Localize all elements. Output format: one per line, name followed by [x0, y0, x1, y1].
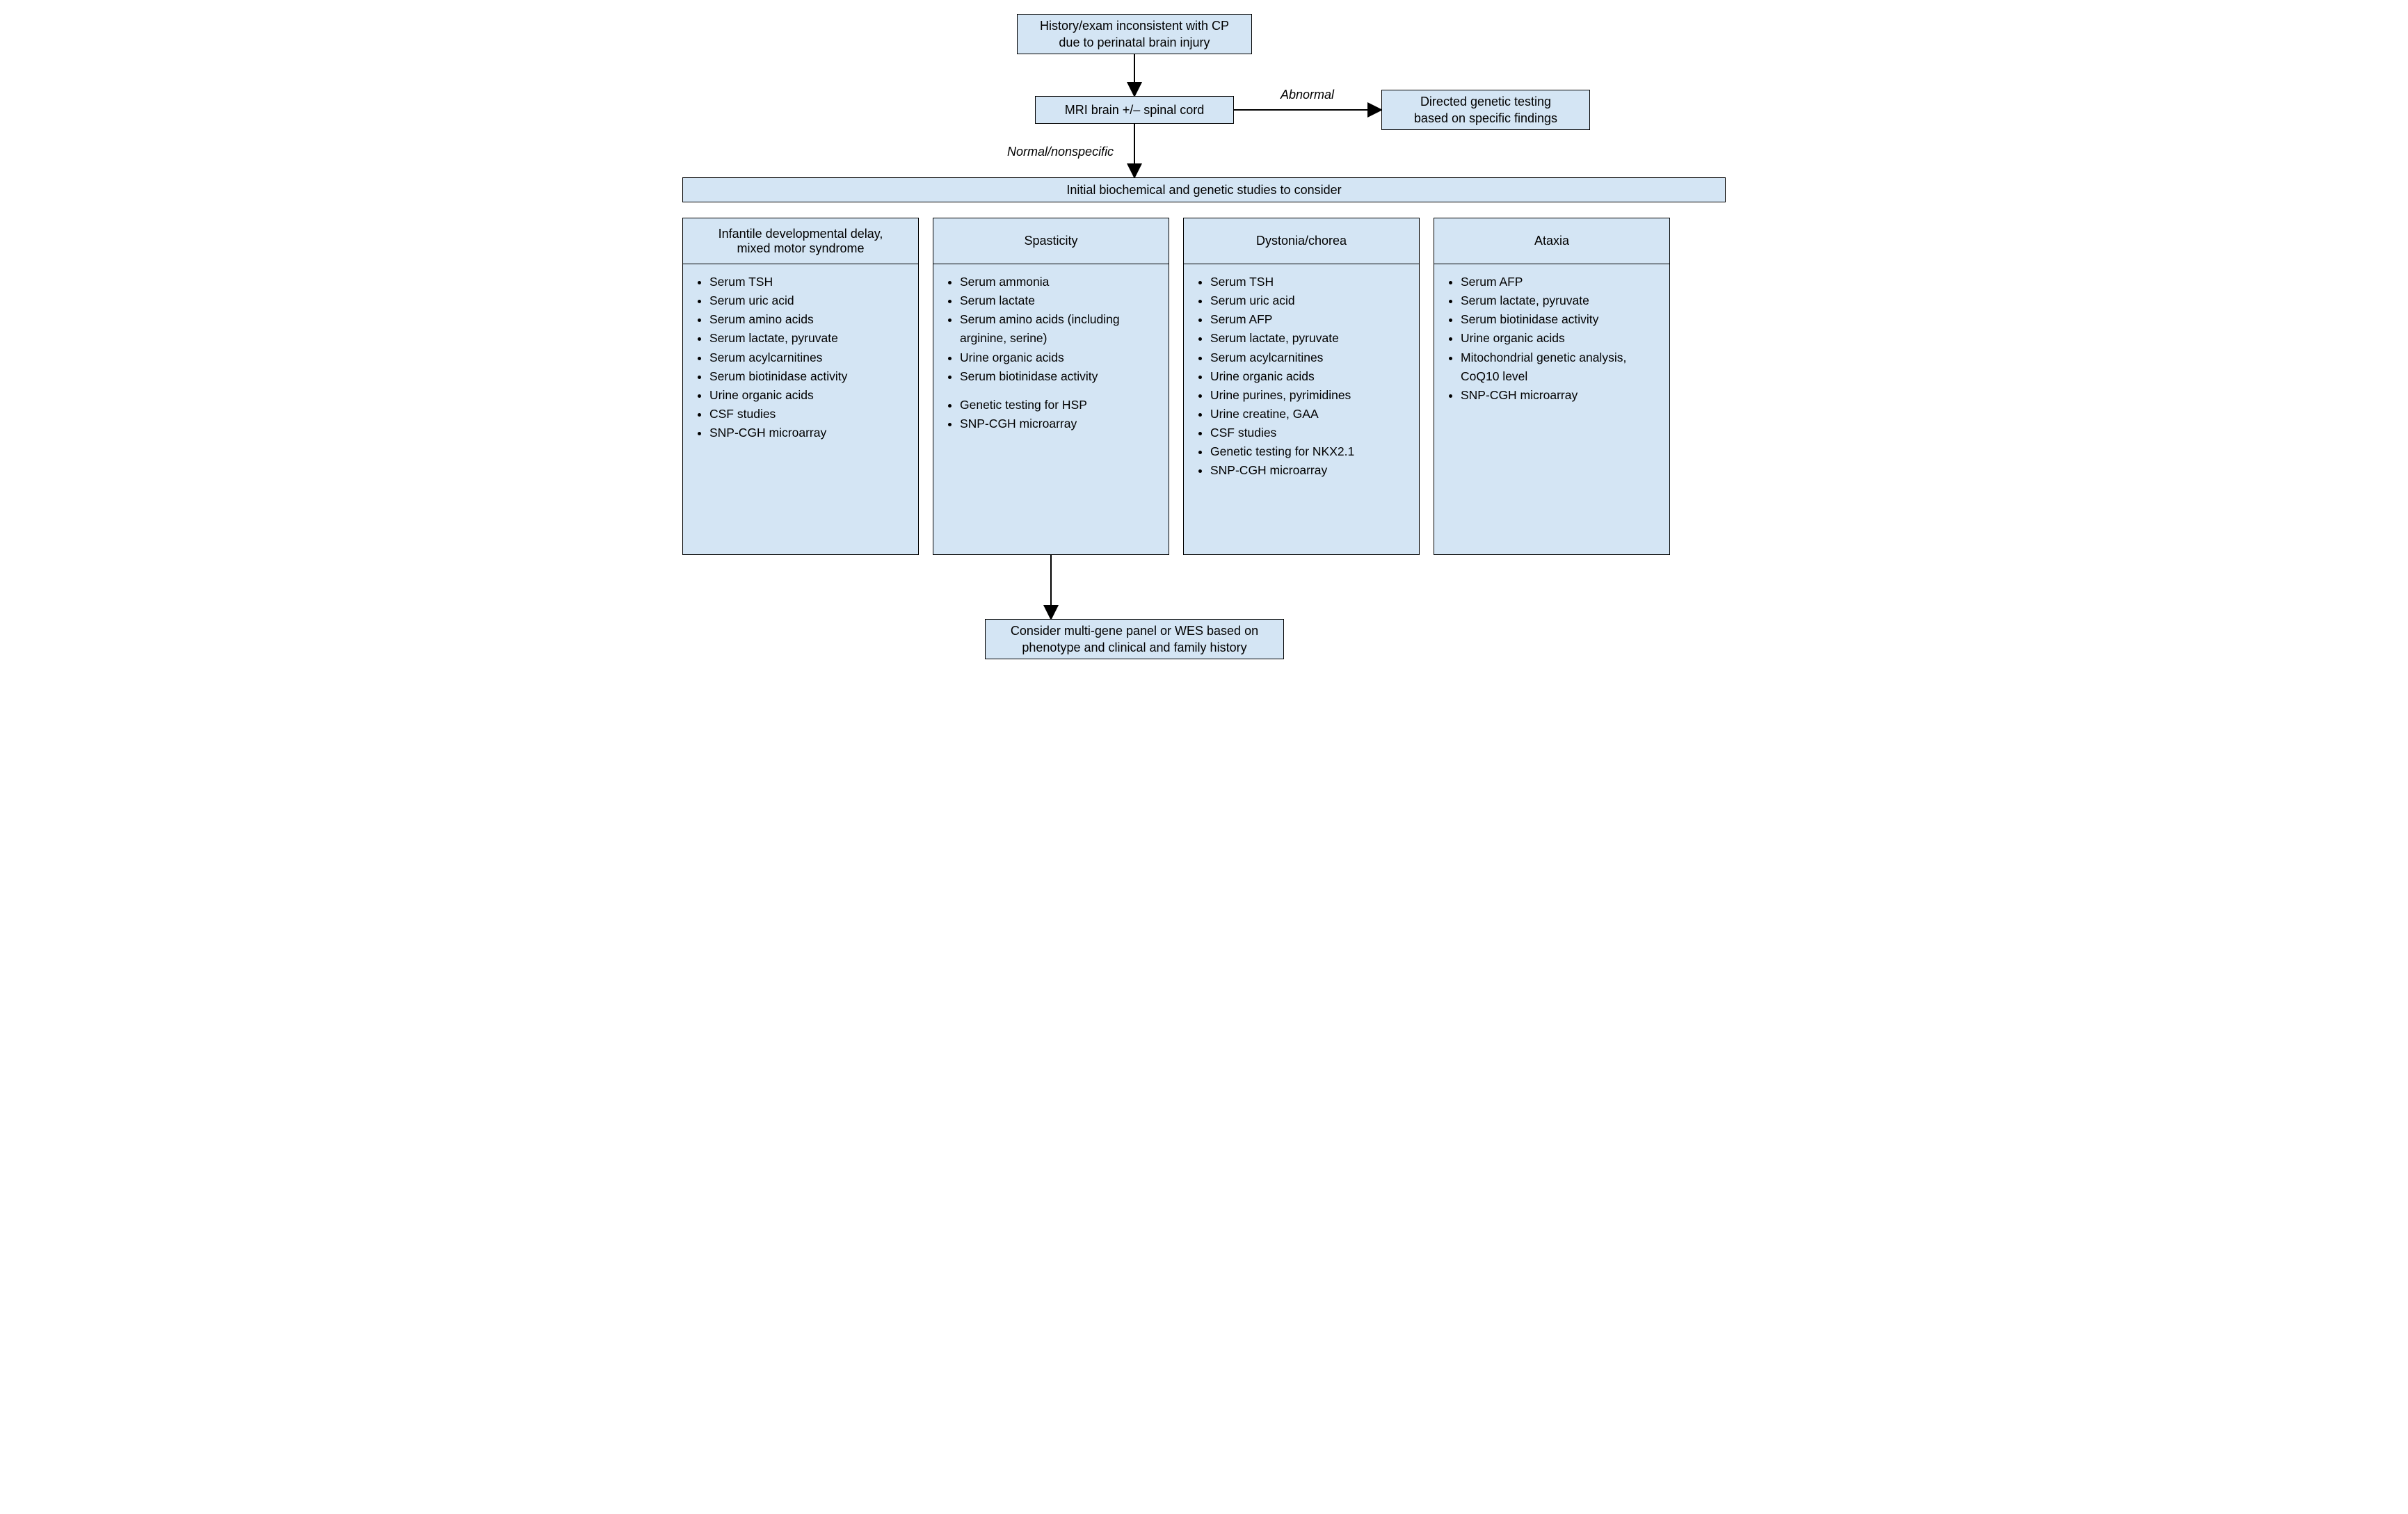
column-body: Serum ammoniaSerum lactateSerum amino ac…: [933, 264, 1169, 442]
node-text: Consider multi-gene panel or WES based o…: [1011, 622, 1258, 657]
node-initial-studies-bar: Initial biochemical and genetic studies …: [682, 177, 1726, 202]
list-item: Serum TSH: [1210, 273, 1412, 291]
node-mri: MRI brain +/– spinal cord: [1035, 96, 1234, 124]
column-ataxia: Ataxia Serum AFPSerum lactate, pyruvateS…: [1434, 218, 1670, 555]
column-spasticity: Spasticity Serum ammoniaSerum lactateSer…: [933, 218, 1169, 555]
list-item: Serum amino acids: [709, 310, 911, 329]
node-directed-genetic-testing: Directed genetic testingbased on specifi…: [1381, 90, 1590, 130]
list-item: Genetic testing for NKX2.1: [1210, 442, 1412, 461]
list-item: Urine organic acids: [709, 386, 911, 405]
list-item: Serum biotinidase activity: [709, 367, 911, 386]
list-item: Serum acylcarnitines: [709, 348, 911, 367]
column-list: Serum TSHSerum uric acidSerum amino acid…: [697, 273, 911, 442]
column-list: Serum TSHSerum uric acidSerum AFPSerum l…: [1198, 273, 1412, 480]
list-item: CSF studies: [1210, 424, 1412, 442]
edge-label-abnormal: Abnormal: [1281, 88, 1334, 102]
list-item: Serum AFP: [1210, 310, 1412, 329]
column-list: Genetic testing for HSPSNP-CGH microarra…: [947, 396, 1162, 433]
list-item: Urine organic acids: [1461, 329, 1662, 348]
column-list: Serum ammoniaSerum lactateSerum amino ac…: [947, 273, 1162, 386]
list-item: Urine organic acids: [1210, 367, 1412, 386]
list-item: SNP-CGH microarray: [960, 414, 1162, 433]
list-item: Serum lactate: [960, 291, 1162, 310]
node-text: MRI brain +/– spinal cord: [1065, 102, 1205, 118]
node-history-exam: History/exam inconsistent with CPdue to …: [1017, 14, 1252, 54]
node-multigene-panel: Consider multi-gene panel or WES based o…: [985, 619, 1284, 659]
column-list: Serum AFPSerum lactate, pyruvateSerum bi…: [1448, 273, 1662, 405]
column-body: Serum TSHSerum uric acidSerum amino acid…: [683, 264, 918, 451]
list-item: SNP-CGH microarray: [1461, 386, 1662, 405]
list-item: SNP-CGH microarray: [1210, 461, 1412, 480]
list-item: Serum amino acids (including arginine, s…: [960, 310, 1162, 348]
list-item: Urine creatine, GAA: [1210, 405, 1412, 424]
list-item: Serum TSH: [709, 273, 911, 291]
edge-label-normal: Normal/nonspecific: [1007, 145, 1114, 159]
node-text: Directed genetic testingbased on specifi…: [1414, 93, 1557, 127]
list-item: Serum uric acid: [1210, 291, 1412, 310]
label-text: Abnormal: [1281, 88, 1334, 102]
column-dystonia-chorea: Dystonia/chorea Serum TSHSerum uric acid…: [1183, 218, 1420, 555]
column-header-text: Ataxia: [1534, 234, 1569, 248]
node-text: History/exam inconsistent with CPdue to …: [1040, 17, 1229, 51]
column-infantile-delay: Infantile developmental delay,mixed moto…: [682, 218, 919, 555]
list-item: Urine organic acids: [960, 348, 1162, 367]
list-item: Serum ammonia: [960, 273, 1162, 291]
list-item: Serum lactate, pyruvate: [1210, 329, 1412, 348]
list-item: Genetic testing for HSP: [960, 396, 1162, 414]
list-item: Urine purines, pyrimidines: [1210, 386, 1412, 405]
list-item: CSF studies: [709, 405, 911, 424]
flowchart-canvas: History/exam inconsistent with CPdue to …: [682, 14, 1726, 675]
column-header-text: Infantile developmental delay,mixed moto…: [719, 227, 883, 256]
list-item: Serum biotinidase activity: [1461, 310, 1662, 329]
list-item: Serum lactate, pyruvate: [1461, 291, 1662, 310]
column-body: Serum AFPSerum lactate, pyruvateSerum bi…: [1434, 264, 1669, 413]
label-text: Normal/nonspecific: [1007, 145, 1114, 159]
column-header-text: Dystonia/chorea: [1256, 234, 1347, 248]
list-item: Serum uric acid: [709, 291, 911, 310]
column-body: Serum TSHSerum uric acidSerum AFPSerum l…: [1184, 264, 1419, 488]
column-header: Infantile developmental delay,mixed moto…: [683, 218, 918, 264]
list-item: Mitochondrial genetic analysis, CoQ10 le…: [1461, 348, 1662, 386]
list-item: SNP-CGH microarray: [709, 424, 911, 442]
column-header: Ataxia: [1434, 218, 1669, 264]
list-item: Serum biotinidase activity: [960, 367, 1162, 386]
list-item: Serum AFP: [1461, 273, 1662, 291]
list-item: Serum lactate, pyruvate: [709, 329, 911, 348]
column-header: Dystonia/chorea: [1184, 218, 1419, 264]
node-text: Initial biochemical and genetic studies …: [1066, 183, 1341, 198]
list-item: Serum acylcarnitines: [1210, 348, 1412, 367]
column-header: Spasticity: [933, 218, 1169, 264]
column-header-text: Spasticity: [1024, 234, 1077, 248]
